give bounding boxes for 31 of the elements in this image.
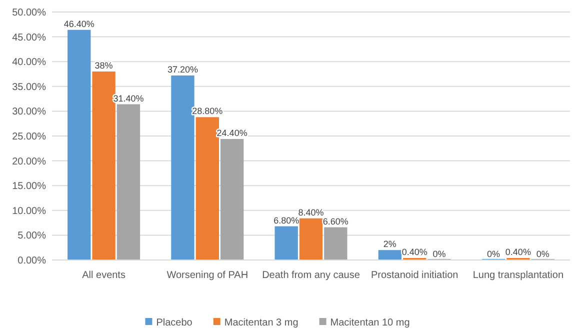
data-label: 46.40% bbox=[64, 18, 94, 29]
x-tick-label: All events bbox=[82, 270, 126, 281]
data-label: 0% bbox=[487, 249, 500, 259]
data-label: 0% bbox=[536, 249, 550, 259]
y-tick-label: 10.00% bbox=[12, 206, 46, 217]
y-tick-label: 40.00% bbox=[12, 57, 46, 68]
x-tick-label: Lung transplantation bbox=[472, 270, 564, 281]
data-label: 2% bbox=[383, 239, 396, 250]
x-tick-label: Prostanoid initiation bbox=[370, 270, 458, 281]
y-tick-label: 50.00% bbox=[12, 8, 46, 18]
legend-label: Macitentan 10 mg bbox=[330, 318, 410, 328]
data-label: 0% bbox=[432, 249, 446, 259]
y-tick-label: 0.00% bbox=[18, 256, 46, 266]
data-label: 38% bbox=[94, 60, 113, 71]
y-tick-label: 35.00% bbox=[12, 82, 46, 93]
legend-label: Macitentan 3 mg bbox=[224, 318, 298, 328]
x-tick-label: Death from any cause bbox=[262, 270, 360, 281]
data-label: 37.20% bbox=[167, 64, 198, 74]
data-label: 6.80% bbox=[274, 215, 300, 226]
y-tick-label: 15.00% bbox=[12, 181, 46, 192]
data-label: 0.40% bbox=[402, 247, 428, 258]
y-tick-label: 20.00% bbox=[12, 156, 46, 168]
y-tick-label: 25.00% bbox=[12, 132, 46, 142]
y-tick-label: 5.00% bbox=[18, 230, 46, 242]
x-tick-label: Worsening of PAH bbox=[166, 270, 248, 281]
data-label: 8.40% bbox=[298, 207, 324, 218]
legend-label: Placebo bbox=[156, 318, 193, 328]
y-tick-label: 45.00% bbox=[12, 32, 46, 44]
y-tick-label: 30.00% bbox=[12, 106, 46, 118]
data-label: 6.60% bbox=[322, 216, 348, 226]
data-label: 0.40% bbox=[505, 247, 531, 258]
